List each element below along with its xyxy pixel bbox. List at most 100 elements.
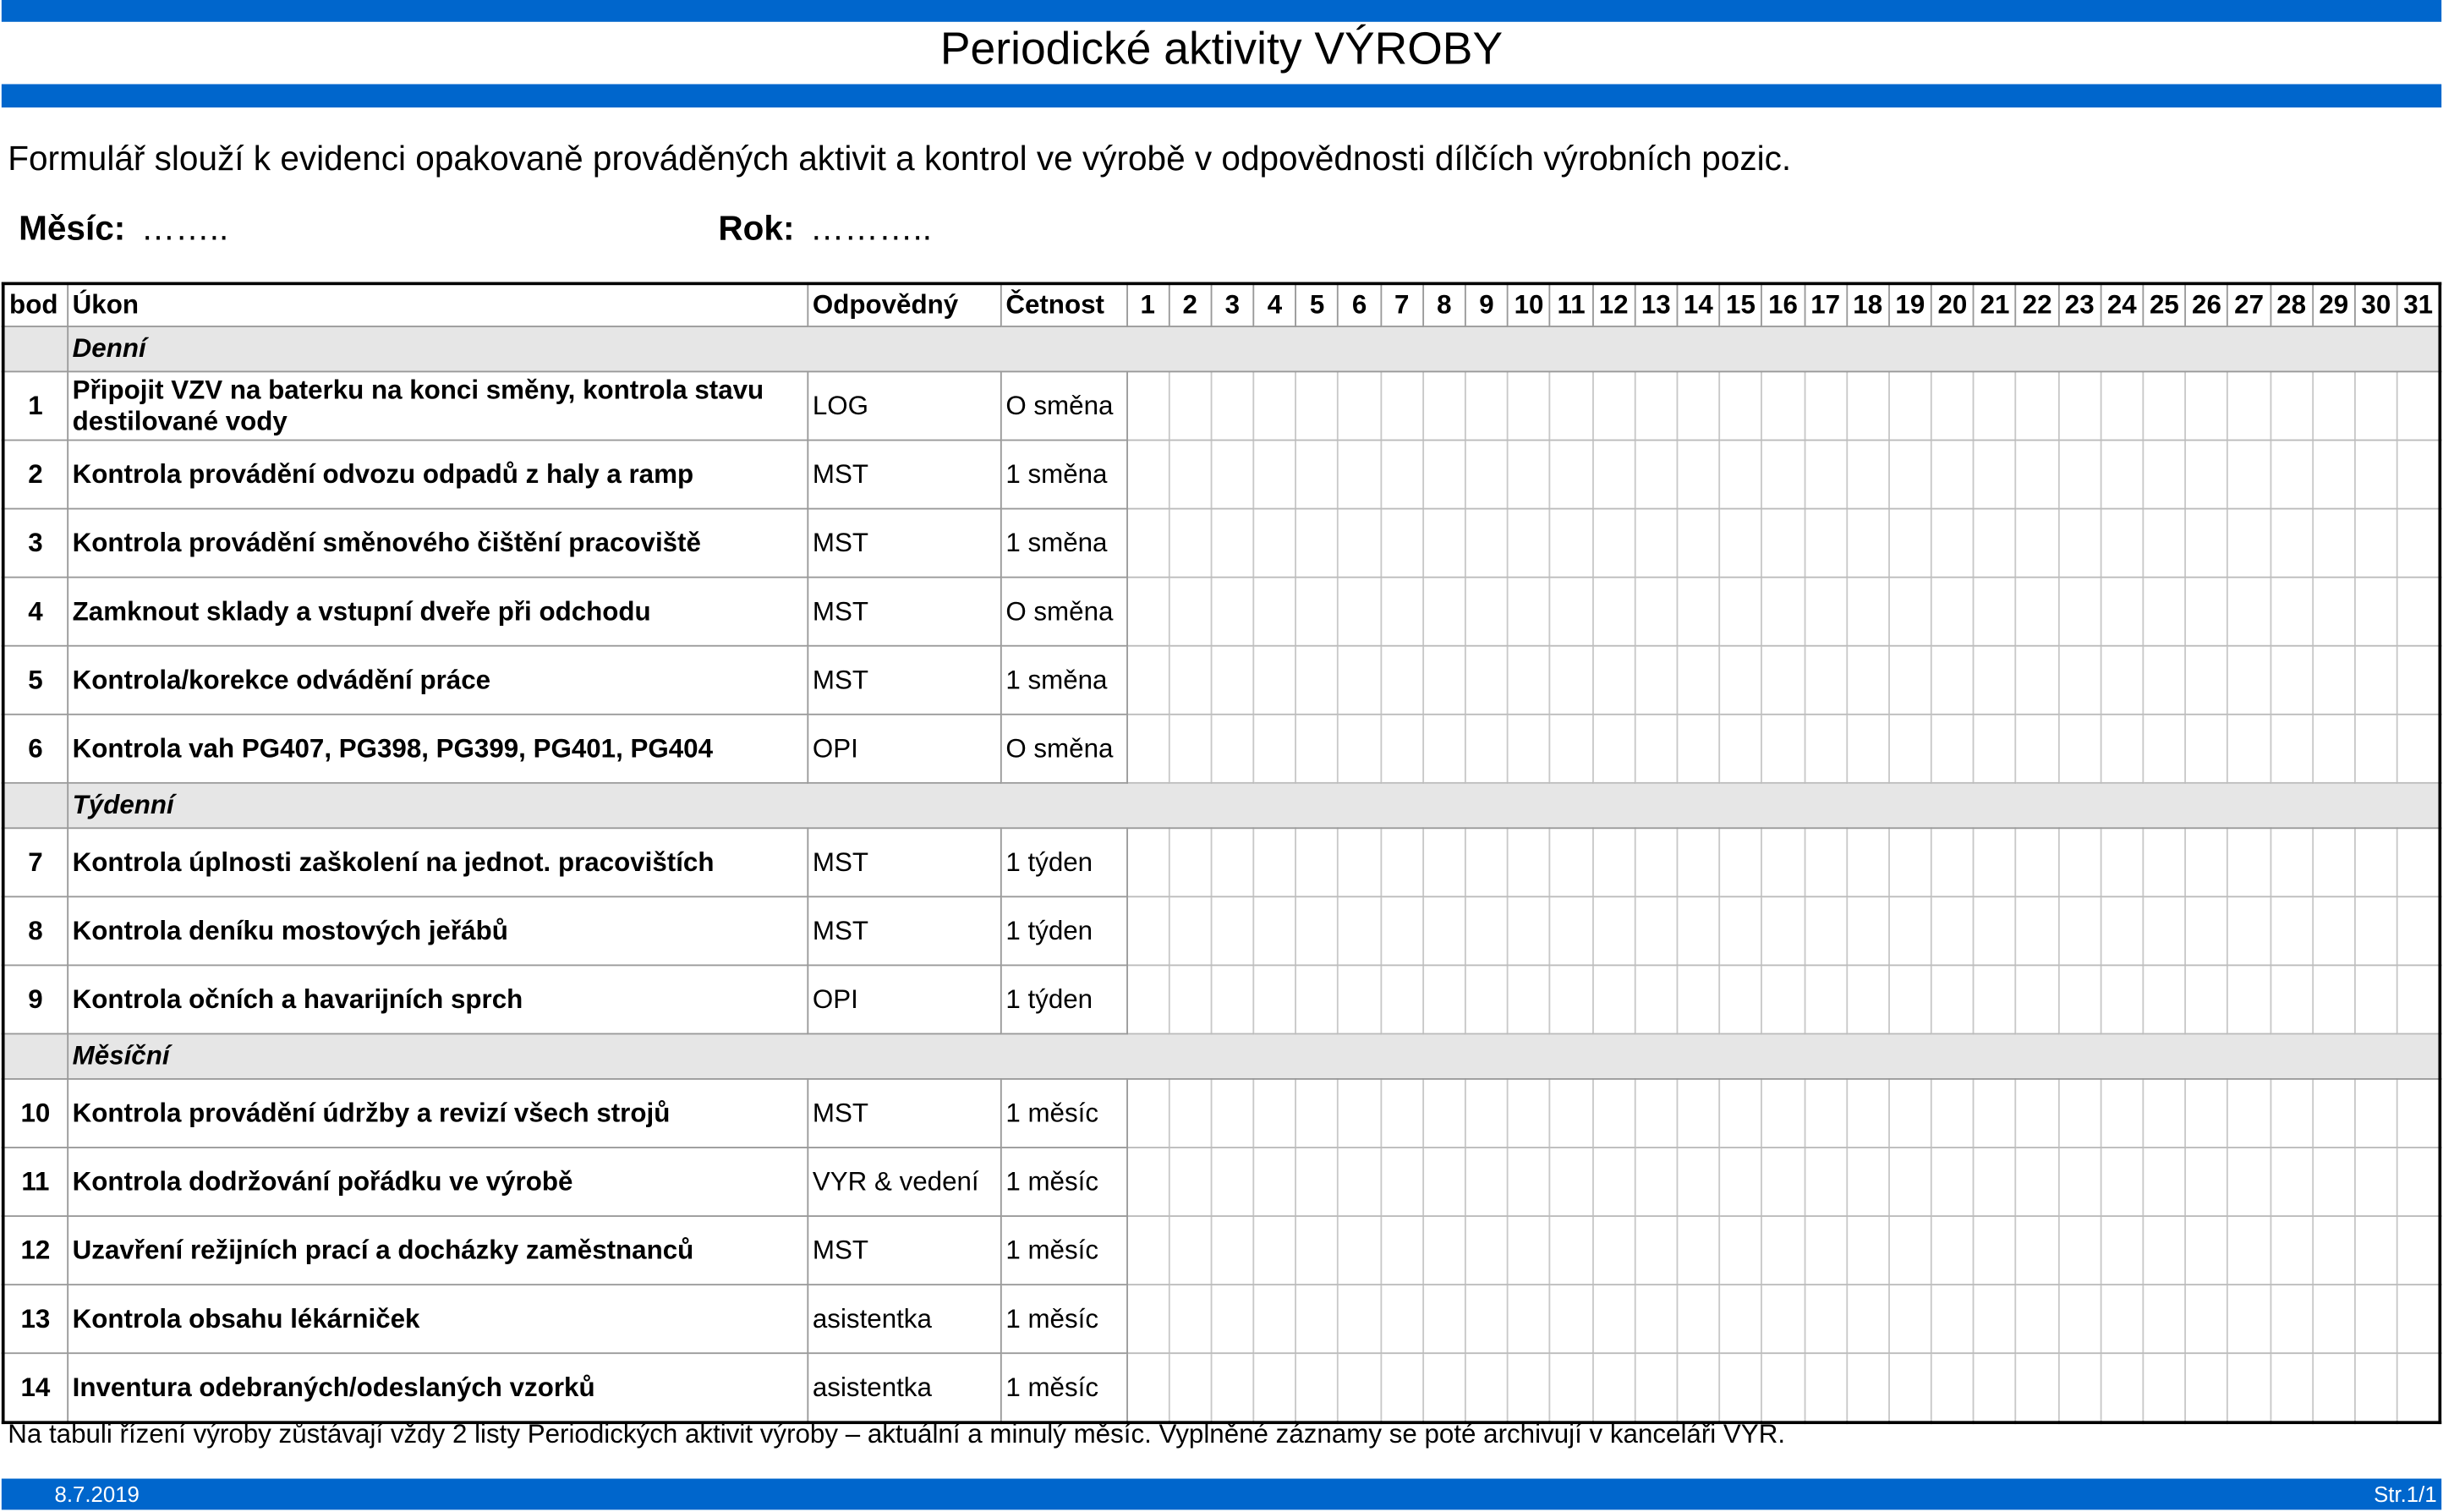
day-check-cell[interactable] [1379,713,1424,784]
day-check-cell[interactable] [1421,713,1466,784]
day-check-cell[interactable] [2057,1215,2102,1286]
day-check-cell[interactable] [2269,896,2314,967]
day-check-cell[interactable] [1761,576,1805,647]
day-check-cell[interactable] [2142,1147,2187,1217]
day-check-cell[interactable] [1295,713,1339,784]
day-check-cell[interactable] [1421,896,1466,967]
day-check-cell[interactable] [2353,576,2398,647]
day-check-cell[interactable] [1591,439,1636,510]
day-check-cell[interactable] [1803,507,1848,578]
day-check-cell[interactable] [1973,644,2018,715]
day-check-cell[interactable] [2100,1078,2144,1148]
day-check-cell[interactable] [2311,370,2356,441]
day-check-cell[interactable] [1210,964,1255,1035]
day-check-cell[interactable] [1464,1352,1509,1424]
day-check-cell[interactable] [1210,896,1255,967]
day-check-cell[interactable] [2142,576,2187,647]
day-check-cell[interactable] [1464,370,1509,441]
day-check-cell[interactable] [1634,507,1679,578]
day-check-cell[interactable] [2311,896,2356,967]
day-check-cell[interactable] [1379,1352,1424,1424]
day-check-cell[interactable] [2396,1215,2441,1286]
day-check-cell[interactable] [2100,1284,2144,1355]
day-check-cell[interactable] [1676,713,1721,784]
day-check-cell[interactable] [2396,964,2441,1035]
day-check-cell[interactable] [1549,1352,1594,1424]
day-check-cell[interactable] [1930,896,1975,967]
day-check-cell[interactable] [1887,576,1932,647]
day-check-cell[interactable] [1252,827,1297,898]
day-check-cell[interactable] [2353,644,2398,715]
day-check-cell[interactable] [1337,827,1382,898]
day-check-cell[interactable] [2142,507,2187,578]
day-check-cell[interactable] [1379,439,1424,510]
day-check-cell[interactable] [1718,370,1763,441]
day-check-cell[interactable] [1634,576,1679,647]
day-check-cell[interactable] [1549,1284,1594,1355]
day-check-cell[interactable] [1464,896,1509,967]
day-check-cell[interactable] [2311,1078,2356,1148]
day-check-cell[interactable] [2311,1352,2356,1424]
day-check-cell[interactable] [2057,1078,2102,1148]
day-check-cell[interactable] [2396,1352,2441,1424]
day-check-cell[interactable] [1591,1078,1636,1148]
day-check-cell[interactable] [1337,964,1382,1035]
day-check-cell[interactable] [2227,644,2271,715]
day-check-cell[interactable] [1379,1078,1424,1148]
day-check-cell[interactable] [1379,964,1424,1035]
day-check-cell[interactable] [1168,964,1213,1035]
day-check-cell[interactable] [2353,713,2398,784]
day-check-cell[interactable] [1421,439,1466,510]
day-check-cell[interactable] [1591,507,1636,578]
day-check-cell[interactable] [1803,1078,1848,1148]
day-check-cell[interactable] [2015,1284,2060,1355]
day-check-cell[interactable] [2057,896,2102,967]
day-check-cell[interactable] [2100,827,2144,898]
day-check-cell[interactable] [1718,507,1763,578]
day-check-cell[interactable] [1126,713,1170,784]
day-check-cell[interactable] [1210,439,1255,510]
day-check-cell[interactable] [1337,1078,1382,1148]
day-check-cell[interactable] [2184,507,2229,578]
day-check-cell[interactable] [1421,1215,1466,1286]
day-check-cell[interactable] [2057,827,2102,898]
day-check-cell[interactable] [1126,896,1170,967]
day-check-cell[interactable] [1252,1352,1297,1424]
day-check-cell[interactable] [1421,964,1466,1035]
day-check-cell[interactable] [1295,964,1339,1035]
day-check-cell[interactable] [1973,713,2018,784]
day-check-cell[interactable] [2057,644,2102,715]
day-check-cell[interactable] [2057,1284,2102,1355]
day-check-cell[interactable] [2353,1147,2398,1217]
day-check-cell[interactable] [2057,1352,2102,1424]
day-check-cell[interactable] [1210,1147,1255,1217]
day-check-cell[interactable] [2184,1352,2229,1424]
day-check-cell[interactable] [2057,439,2102,510]
day-check-cell[interactable] [1252,1215,1297,1286]
day-check-cell[interactable] [1252,896,1297,967]
day-check-cell[interactable] [1507,576,1551,647]
day-check-cell[interactable] [1168,1078,1213,1148]
day-check-cell[interactable] [1591,1147,1636,1217]
day-check-cell[interactable] [1337,1215,1382,1286]
day-check-cell[interactable] [1887,644,1932,715]
day-check-cell[interactable] [1464,713,1509,784]
day-check-cell[interactable] [2100,507,2144,578]
day-check-cell[interactable] [1507,439,1551,510]
day-check-cell[interactable] [1718,1215,1763,1286]
day-check-cell[interactable] [1252,713,1297,784]
day-check-cell[interactable] [1887,1078,1932,1148]
day-check-cell[interactable] [2353,1352,2398,1424]
day-check-cell[interactable] [1803,439,1848,510]
day-check-cell[interactable] [1676,507,1721,578]
day-check-cell[interactable] [2396,644,2441,715]
day-check-cell[interactable] [2396,1284,2441,1355]
day-check-cell[interactable] [1973,1284,2018,1355]
day-check-cell[interactable] [1295,370,1339,441]
day-check-cell[interactable] [1973,439,2018,510]
day-check-cell[interactable] [2015,1215,2060,1286]
day-check-cell[interactable] [1761,644,1805,715]
day-check-cell[interactable] [1676,827,1721,898]
day-check-cell[interactable] [1634,1284,1679,1355]
day-check-cell[interactable] [1210,1352,1255,1424]
